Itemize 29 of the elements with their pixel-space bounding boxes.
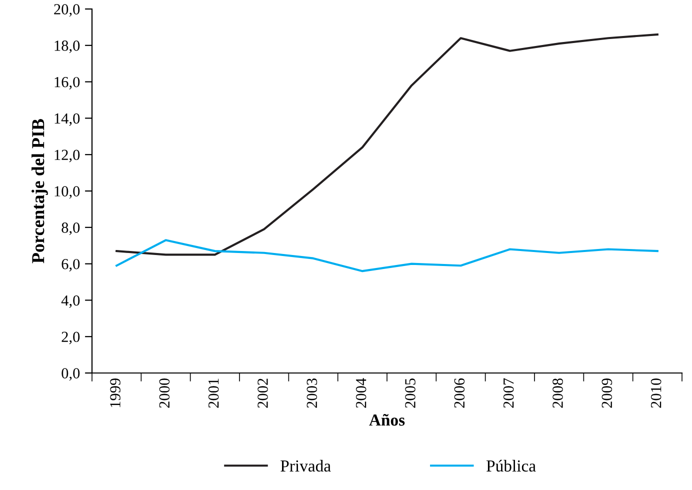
x-tick-label: 1999: [110, 378, 120, 408]
x-tick-label: 2005: [405, 378, 416, 408]
y-tick-label: 16,0: [54, 76, 80, 90]
line-series: [116, 239, 658, 272]
y-tick-label: 10,0: [54, 186, 80, 199]
x-tick-label: 2000: [159, 378, 170, 408]
y-tick-label: 6,0: [62, 258, 80, 272]
x-tick-label: 2008: [552, 378, 563, 408]
x-tick-label: 2003: [306, 378, 318, 408]
x-tick-label: 2010: [650, 378, 662, 408]
y-tick-label: 14,0: [54, 113, 80, 126]
y-tick-label: 12,0: [54, 150, 80, 162]
y-tick-label: 18,0: [54, 40, 80, 54]
legend-label: Pública: [486, 460, 536, 472]
y-tick-label: 8,0: [62, 222, 80, 236]
x-tick-label: 2006: [454, 378, 465, 408]
y-tick-label: 0,0: [62, 368, 80, 381]
y-axis-title: Porcentaje del PIB: [32, 118, 48, 264]
y-tick-label: 4,0: [61, 295, 80, 308]
x-tick-label: 2004: [356, 378, 366, 408]
x-tick-label: 2001: [208, 378, 219, 408]
x-tick-label: 2002: [258, 378, 268, 408]
x-axis-title: Años: [369, 414, 405, 426]
x-tick-label: 2009: [602, 378, 612, 408]
line-series: [116, 33, 658, 256]
x-tick-label: 2007: [503, 378, 514, 408]
legend-label: Privada: [280, 460, 331, 472]
y-tick-label: 20,0: [54, 4, 80, 17]
y-tick-label: 2,0: [62, 332, 80, 344]
